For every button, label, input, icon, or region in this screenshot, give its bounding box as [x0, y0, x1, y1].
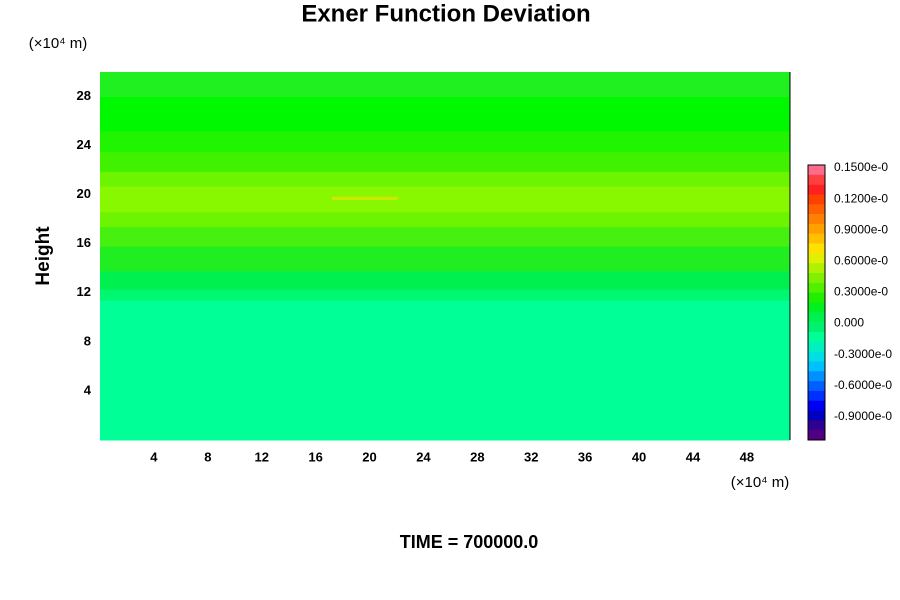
contour-band	[100, 289, 790, 301]
colorbar-swatch	[808, 214, 825, 225]
colorbar-swatch	[808, 184, 825, 195]
colorbar-swatch	[808, 233, 825, 244]
contour-band	[100, 186, 790, 213]
y-tick-label: 28	[77, 88, 91, 103]
colorbar-swatch	[808, 253, 825, 264]
colorbar-label: 0.1200e-0	[834, 191, 888, 205]
colorbar-frame	[807, 164, 826, 441]
y-tick-label: 8	[84, 333, 91, 348]
x-tick-label: 4	[150, 449, 158, 464]
y-tick-label: 24	[77, 137, 92, 152]
x-tick-label: 36	[578, 449, 592, 464]
y-axis-label: Height	[33, 226, 54, 286]
colorbar-swatch	[808, 273, 825, 284]
colorbar-swatch	[808, 341, 825, 352]
colorbar-swatch	[808, 361, 825, 372]
colorbar-swatch	[808, 165, 825, 176]
time-label: TIME = 700000.0	[400, 532, 539, 552]
colorbar-swatch	[808, 263, 825, 274]
contour-band	[100, 300, 790, 441]
colorbar-swatch	[808, 174, 825, 185]
colorbar-label: 0.1500e-0	[834, 160, 888, 174]
x-tick-label: 44	[686, 449, 701, 464]
x-tick-label: 12	[254, 449, 268, 464]
colorbar-swatch	[808, 282, 825, 293]
colorbar-swatch	[808, 390, 825, 402]
contour-band	[100, 151, 790, 172]
colorbar-swatch	[808, 204, 825, 215]
x-tick-label: 8	[204, 449, 211, 464]
x-tick-label: 16	[308, 449, 322, 464]
y-tick-label: 4	[84, 382, 92, 397]
x-unit: (×10⁴ m)	[731, 474, 790, 491]
colorbar-swatch	[808, 322, 825, 333]
contour-band	[100, 270, 790, 290]
contour-band	[100, 226, 790, 247]
colorbar-label: -0.9000e-0	[834, 409, 892, 423]
colorbar-swatch	[808, 430, 825, 441]
contour-band	[100, 130, 790, 153]
contour-band	[100, 246, 790, 272]
colorbar-label: -0.3000e-0	[834, 347, 892, 361]
colorbar-swatch	[808, 194, 825, 205]
y-unit: (×10⁴ m)	[29, 35, 88, 52]
colorbar-swatch	[808, 351, 825, 362]
colorbar-swatch	[808, 420, 825, 431]
colorbar-label: 0.3000e-0	[834, 285, 888, 299]
colorbar-swatch	[808, 381, 825, 392]
colorbar-swatch	[808, 223, 825, 235]
x-tick-label: 20	[362, 449, 376, 464]
contour-band	[100, 96, 790, 132]
x-tick-label: 40	[632, 449, 646, 464]
y-tick-label: 12	[77, 284, 91, 299]
y-tick-label: 16	[77, 235, 91, 250]
colorbar-swatch	[808, 243, 825, 254]
colorbar-swatch	[808, 410, 825, 421]
x-tick-label: 32	[524, 449, 538, 464]
colorbar-label: -0.6000e-0	[834, 378, 892, 392]
colorbar-swatch	[808, 331, 825, 343]
contour-band	[100, 211, 790, 228]
y-tick-label: 20	[77, 186, 91, 201]
colorbar-label: 0.6000e-0	[834, 253, 888, 267]
x-tick-label: 24	[416, 449, 431, 464]
colorbar-label: 0.9000e-0	[834, 222, 888, 236]
contour-band	[100, 171, 790, 187]
colorbar-swatch	[808, 400, 825, 411]
colorbar-swatch	[808, 312, 825, 323]
colorbar-label: 0.000	[834, 316, 864, 330]
x-tick-label: 48	[740, 449, 754, 464]
colorbar-swatch	[808, 371, 825, 382]
chart-title: Exner Function Deviation	[301, 0, 590, 27]
colorbar-swatch	[808, 302, 825, 313]
contour-band	[100, 72, 790, 98]
x-tick-label: 28	[470, 449, 484, 464]
colorbar-swatch	[808, 292, 825, 303]
